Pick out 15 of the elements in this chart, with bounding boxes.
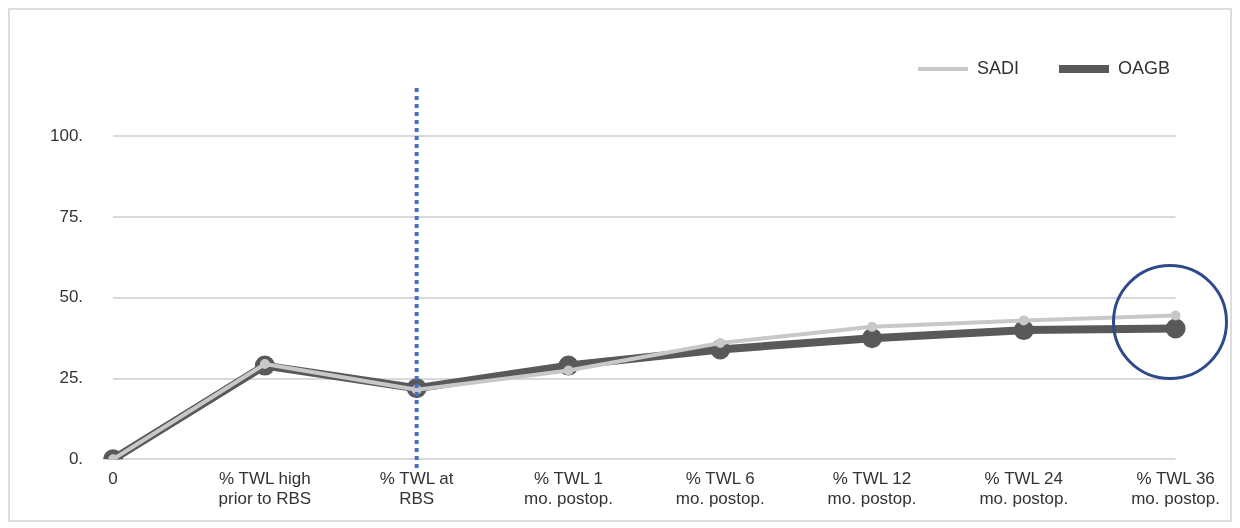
x-tick-label: % TWL 12 mo. postop. — [827, 469, 917, 509]
x-tick-label: % TWL 24 mo. postop. — [979, 469, 1069, 509]
legend-label: OAGB — [1117, 57, 1170, 78]
y-tick-label: 75. — [59, 206, 84, 226]
x-tick-label: % TWL 1 mo. postop. — [524, 469, 613, 509]
x-tick-label: % TWL at RBS — [379, 469, 454, 509]
x-tick-label: % TWL 36 mo. postop. — [1131, 469, 1220, 509]
x-tick-label: 0 — [108, 469, 118, 489]
y-tick-label: 50. — [59, 287, 84, 307]
y-tick-label: 25. — [59, 368, 84, 388]
x-tick-label: % TWL high prior to RBS — [218, 469, 312, 509]
x-tick-label: % TWL 6 mo. postop. — [675, 469, 765, 509]
y-tick-label: 100. — [49, 126, 84, 146]
y-tick-label: 0. — [68, 448, 84, 468]
legend-label: SADI — [976, 57, 1019, 78]
